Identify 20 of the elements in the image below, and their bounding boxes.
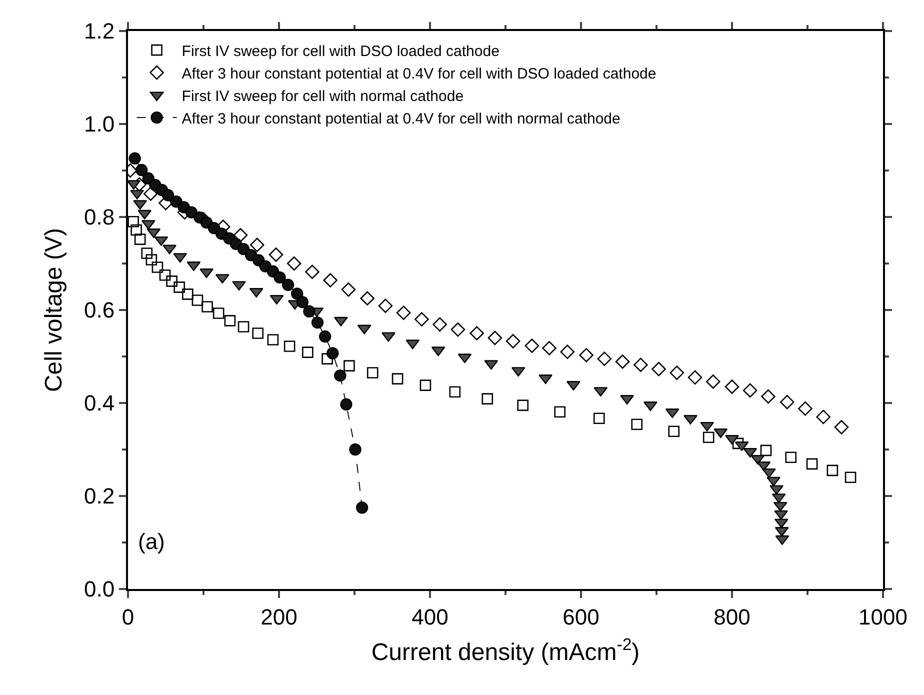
x-tick-label: 1000	[858, 604, 908, 630]
y-tick-label: 0.4	[84, 390, 115, 416]
x-tick-label: 800	[714, 604, 750, 630]
x-tick-label: 600	[562, 604, 600, 630]
y-axis-title: Cell voltage (V)	[40, 228, 68, 392]
y-tick-label: 0.2	[84, 484, 115, 509]
y-tick-label: 1.0	[84, 112, 115, 137]
legend-label: First IV sweep for cell with DSO loaded cathode	[182, 42, 500, 60]
x-tick-label: 400	[412, 604, 448, 630]
legend-label: After 3 hour constant potential at 0.4V for cell with DSO loaded cathode	[182, 65, 656, 82]
y-tick-label: 1.2	[84, 18, 115, 44]
x-tick-label: 200	[260, 604, 298, 630]
y-tick-label: 0.8	[84, 204, 115, 230]
legend-label: After 3 hour constant potential at 0.4V for cell with normal cathode	[182, 110, 620, 128]
y-tick-label: 0.0	[84, 576, 115, 602]
x-tick-label: 0	[122, 604, 134, 630]
annotation: (a)	[138, 529, 165, 554]
y-tick-label: 0.6	[84, 298, 115, 323]
legend-label: First IV sweep for cell with normal cathode	[182, 88, 464, 105]
x-axis-title: Current density (mAcm$^{-2}$)	[371, 635, 640, 666]
